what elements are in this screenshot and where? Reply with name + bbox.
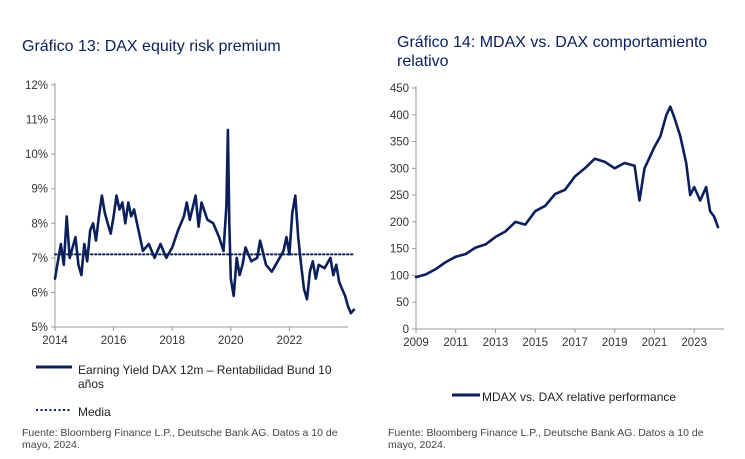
- chart-right-x-tick-label: 2023: [681, 337, 707, 349]
- chart-right-title: Gráfico 14: MDAX vs. DAX comportamiento …: [397, 34, 708, 70]
- chart-left-x-tick-label: 2020: [218, 335, 244, 347]
- chart-right-y-tick-label: 350: [390, 137, 409, 149]
- chart-right-x-tick-label: 2021: [642, 337, 668, 349]
- chart-left-y-tick-label: 12%: [25, 80, 48, 92]
- chart-left-y-tick-label: 9%: [31, 184, 48, 196]
- chart-right-y-tick-label: 100: [390, 270, 409, 282]
- chart-left-y-tick-label: 6%: [31, 287, 48, 299]
- chart-right-x-tick-label: 2013: [483, 337, 509, 349]
- chart-left-x-tick-label: 2016: [101, 335, 127, 347]
- chart-right-series-0-line: [414, 105, 720, 279]
- chart-left-x-tick-label: 2022: [277, 335, 303, 347]
- chart-left-y-tick-label: 10%: [25, 149, 48, 161]
- chart-right-x-tick-label: 2011: [443, 337, 468, 349]
- chart-right-y-tick-label: 400: [390, 110, 409, 122]
- chart-left-series-0-line: [53, 128, 356, 315]
- chart-right-y-tick-label: 250: [390, 190, 409, 202]
- chart-right-y-tick-label: 200: [390, 217, 409, 229]
- chart-right-y-tick-label: 150: [390, 244, 409, 256]
- legend-label-earning-yield: Earning Yield DAX 12m – Rentabilidad Bun…: [78, 363, 332, 391]
- chart-right-y-tick-label: 0: [403, 324, 409, 336]
- chart-right-y-tick-label: 300: [390, 163, 409, 175]
- source-note-right: Fuente: Bloomberg Finance L.P., Deutsche…: [388, 427, 704, 451]
- chart-right-x-tick-label: 2017: [562, 337, 588, 349]
- chart-left-y-tick-label: 5%: [31, 322, 48, 334]
- chart-left-x-tick-label: 2014: [42, 335, 68, 347]
- chart-right-x-tick-label: 2015: [522, 337, 548, 349]
- chart-left-title: Gráfico 13: DAX equity risk premium: [22, 38, 281, 55]
- source-note-left: Fuente: Bloomberg Finance L.P., Deutsche…: [22, 427, 338, 451]
- chart-left-y-tick-label: 8%: [31, 218, 48, 230]
- legend-swatch-dotted: [36, 409, 72, 411]
- chart-left-x-tick-label: 2018: [159, 335, 185, 347]
- chart-left-y-tick-label: 11%: [26, 115, 48, 127]
- legend-swatch-mdax: [452, 393, 480, 397]
- chart-left-y-tick-label: 7%: [31, 253, 48, 265]
- chart-right-y-tick-label: 450: [390, 83, 409, 95]
- chart-right-x-tick-label: 2009: [403, 337, 429, 349]
- chart-right-x-tick-label: 2019: [602, 337, 628, 349]
- chart-left: 12% 11% 10% 9% 8% 7% 6% 5%2014 2016 2018 2020 2022: [25, 80, 356, 347]
- chart-right-y-tick-label: 50: [396, 297, 409, 309]
- legend-swatch-solid: [36, 365, 72, 369]
- legend-label-media: Media: [78, 405, 111, 419]
- legend-label-mdax: MDAX vs. DAX relative performance: [482, 390, 677, 404]
